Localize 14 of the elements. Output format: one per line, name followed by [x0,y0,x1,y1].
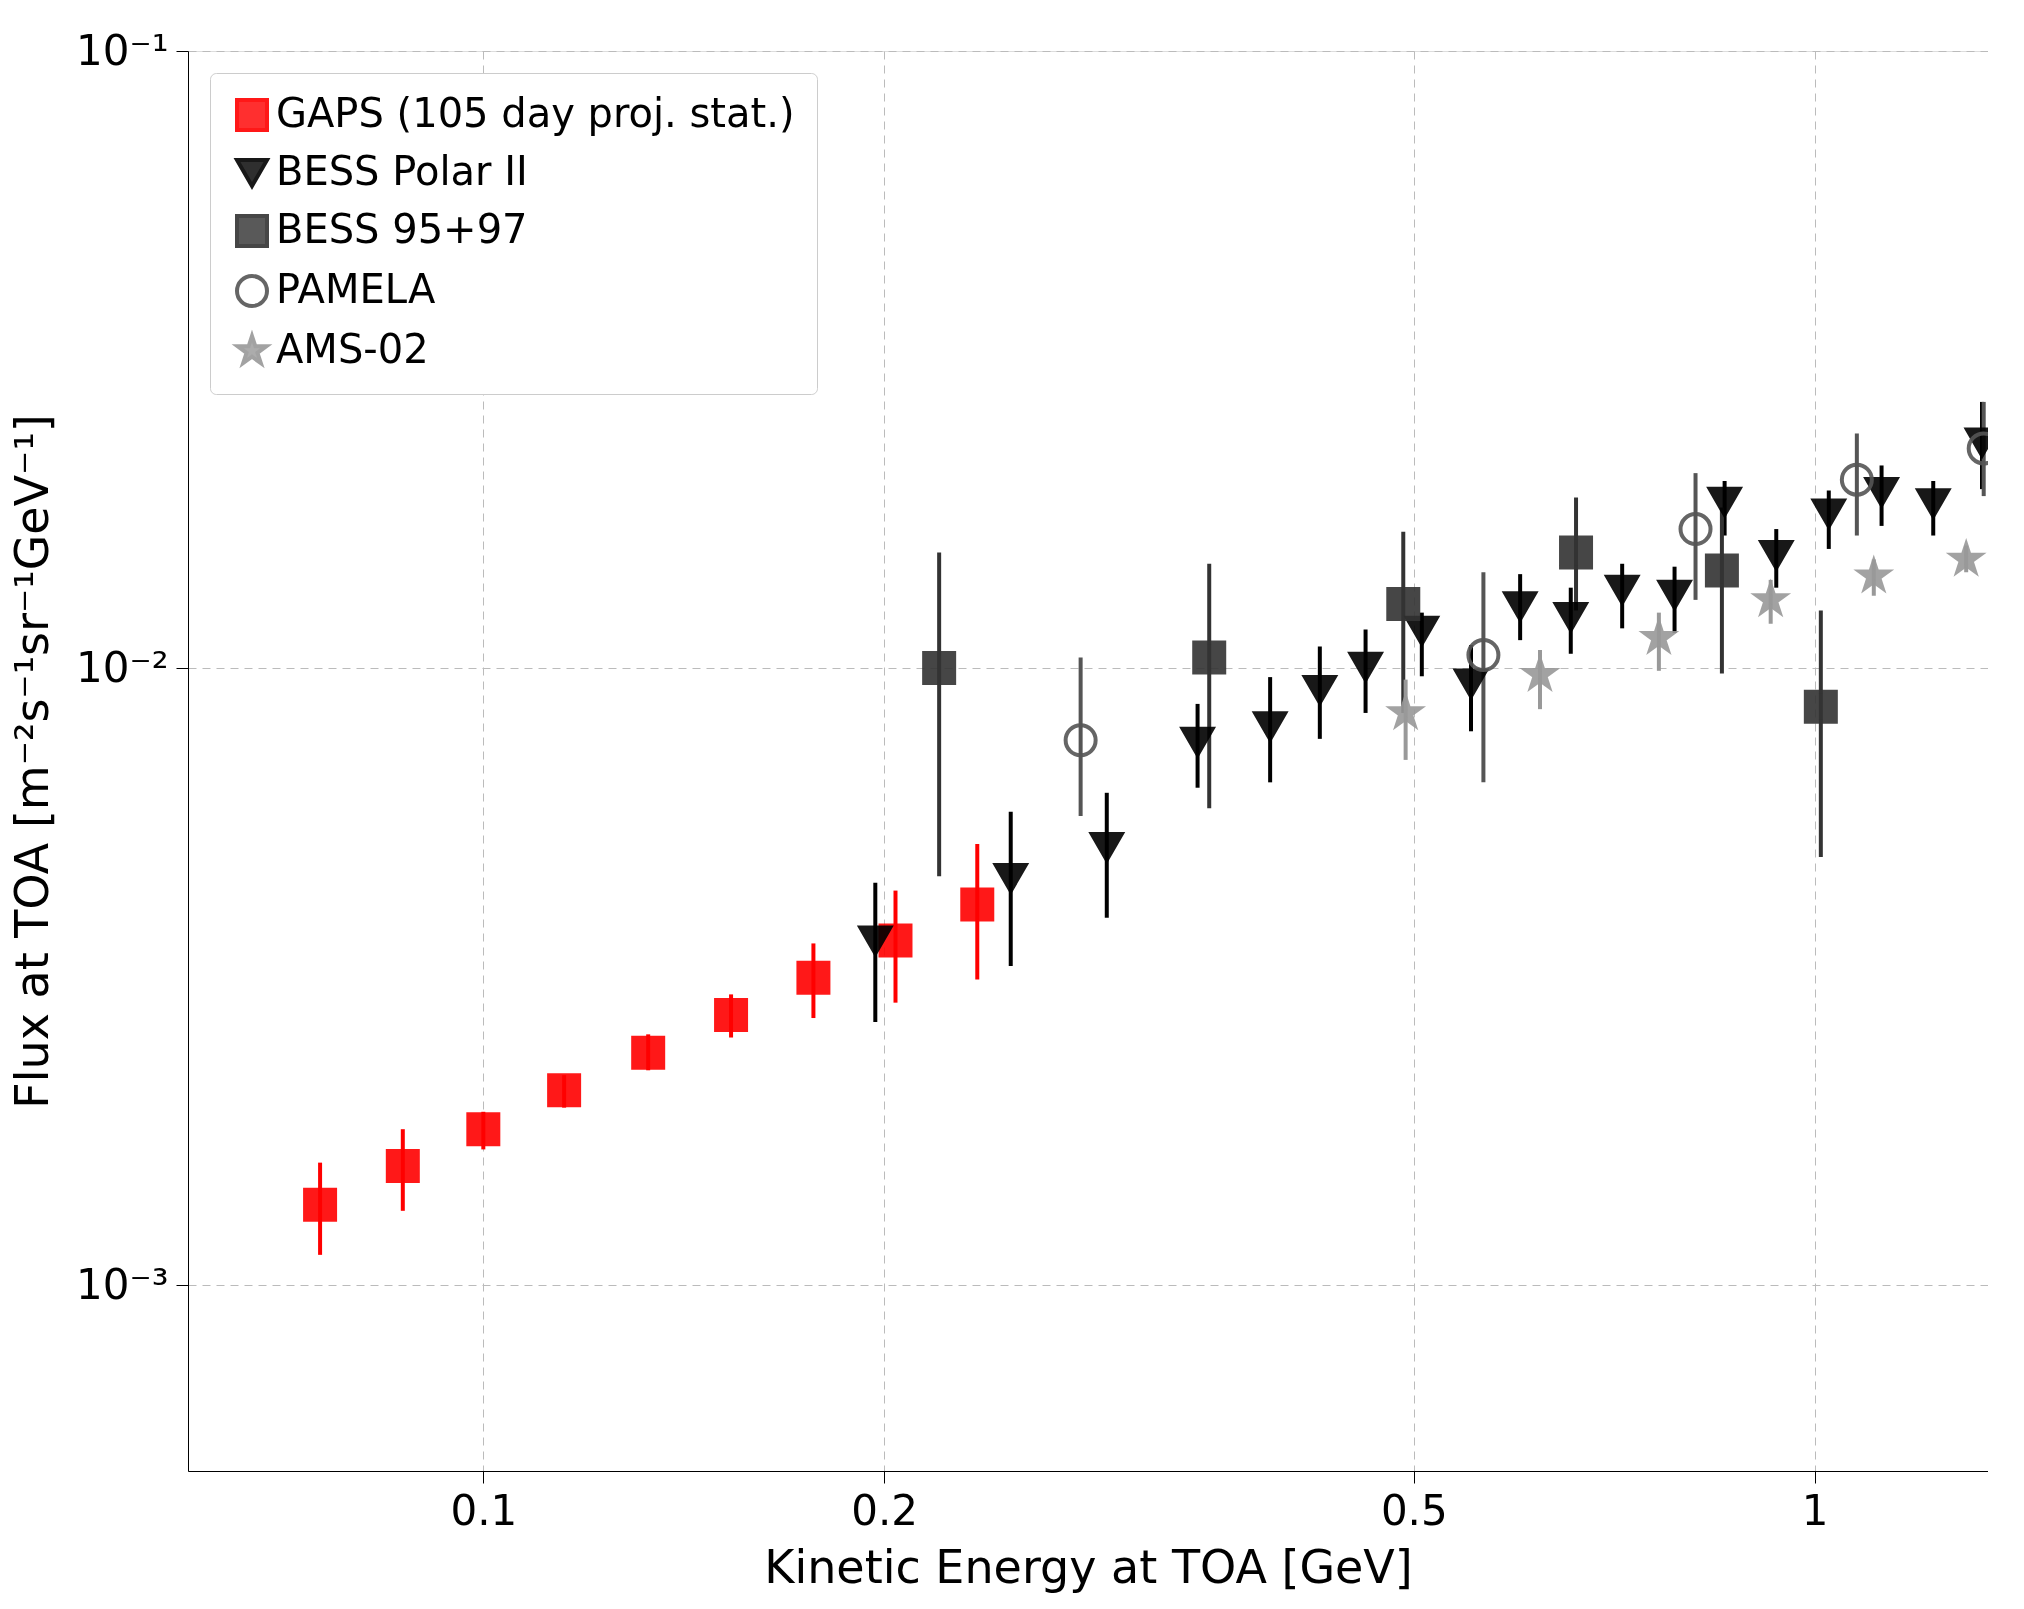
legend-label: BESS Polar II [276,148,528,194]
y-tick-label: 10⁻¹ [76,25,169,75]
legend-label: PAMELA [276,266,436,312]
legend-label: AMS-02 [276,326,429,372]
x-tick-label: 0.5 [1380,1485,1448,1535]
x-tick-label: 0.1 [450,1485,518,1535]
y-tick-label: 10⁻³ [76,1259,169,1309]
x-tick-label: 1 [1801,1485,1829,1535]
x-tick-label: 0.2 [851,1485,918,1535]
y-tick-label: 10⁻² [76,642,169,692]
y-axis-title: Flux at TOA [m⁻²s⁻¹sr⁻¹GeV⁻¹] [5,414,60,1109]
legend-label: BESS 95+97 [276,206,528,252]
x-axis-title: Kinetic Energy at TOA [GeV] [764,1539,1413,1594]
legend-label: GAPS (105 day proj. stat.) [276,90,795,136]
